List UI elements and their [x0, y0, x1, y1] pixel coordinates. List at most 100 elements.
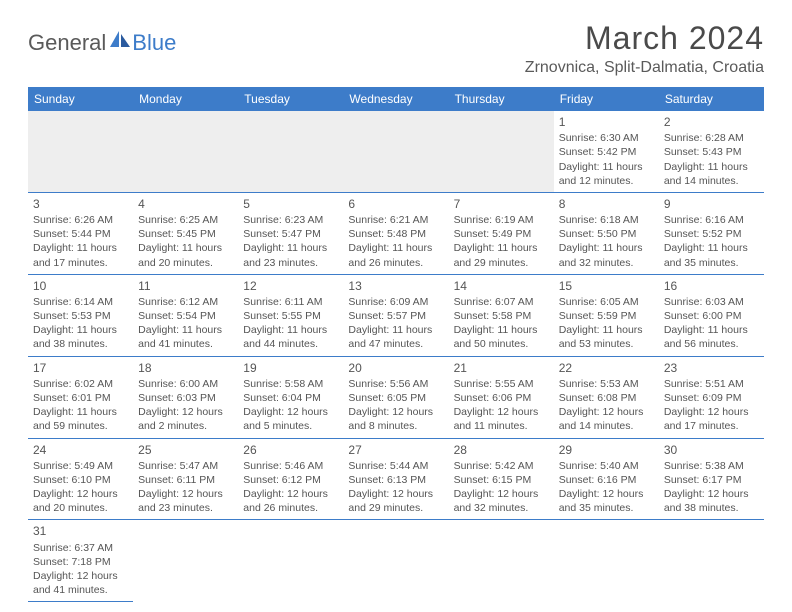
sunset-text: Sunset: 6:16 PM: [559, 473, 654, 487]
calendar-cell: 3Sunrise: 6:26 AMSunset: 5:44 PMDaylight…: [28, 192, 133, 274]
sunrise-text: Sunrise: 6:21 AM: [348, 213, 443, 227]
day-number: 19: [243, 360, 338, 376]
day-number: 8: [559, 196, 654, 212]
daylight-text: Daylight: 12 hours and 2 minutes.: [138, 405, 233, 433]
sunset-text: Sunset: 5:50 PM: [559, 227, 654, 241]
title-block: March 2024 Zrnovnica, Split-Dalmatia, Cr…: [525, 20, 764, 77]
daylight-text: Daylight: 12 hours and 26 minutes.: [243, 487, 338, 515]
calendar-cell: 14Sunrise: 6:07 AMSunset: 5:58 PMDayligh…: [449, 274, 554, 356]
sunrise-text: Sunrise: 6:37 AM: [33, 541, 128, 555]
calendar-cell: 17Sunrise: 6:02 AMSunset: 6:01 PMDayligh…: [28, 356, 133, 438]
sunset-text: Sunset: 6:05 PM: [348, 391, 443, 405]
calendar-row: 10Sunrise: 6:14 AMSunset: 5:53 PM Dayligh…: [28, 274, 764, 356]
day-number: 23: [664, 360, 759, 376]
sunset-text: Sunset: 6:01 PM: [33, 391, 128, 405]
calendar-cell: 7Sunrise: 6:19 AMSunset: 5:49 PMDaylight…: [449, 192, 554, 274]
sunset-text: Sunset: 6:08 PM: [559, 391, 654, 405]
sunset-text: Sunset: 5:53 PM: [33, 309, 128, 323]
sunset-text: Sunset: 5:54 PM: [138, 309, 233, 323]
sunset-text: Sunset: 6:06 PM: [454, 391, 549, 405]
calendar-cell: 26Sunrise: 5:46 AMSunset: 6:12 PMDayligh…: [238, 438, 343, 520]
day-number: 10: [33, 278, 128, 294]
daylight-text: Daylight: 11 hours and 26 minutes.: [348, 241, 443, 269]
day-number: 20: [348, 360, 443, 376]
day-number: 30: [664, 442, 759, 458]
sunset-text: Sunset: 5:47 PM: [243, 227, 338, 241]
sunrise-text: Sunrise: 6:05 AM: [559, 295, 654, 309]
calendar-cell: 13Sunrise: 6:09 AMSunset: 5:57 PMDayligh…: [343, 274, 448, 356]
logo: General Blue: [28, 20, 176, 56]
calendar-row: 3Sunrise: 6:26 AMSunset: 5:44 PMDaylight…: [28, 192, 764, 274]
calendar-cell-empty: [238, 520, 343, 602]
sunrise-text: Sunrise: 6:12 AM: [138, 295, 233, 309]
sunset-text: Sunset: 6:04 PM: [243, 391, 338, 405]
daylight-text: Daylight: 12 hours and 11 minutes.: [454, 405, 549, 433]
sunset-text: Sunset: 5:52 PM: [664, 227, 759, 241]
weekday-header: Friday: [554, 87, 659, 111]
calendar-cell: 28Sunrise: 5:42 AMSunset: 6:15 PMDayligh…: [449, 438, 554, 520]
sunrise-text: Sunrise: 6:16 AM: [664, 213, 759, 227]
weekday-header-row: SundayMondayTuesdayWednesdayThursdayFrid…: [28, 87, 764, 111]
weekday-header: Tuesday: [238, 87, 343, 111]
sunrise-text: Sunrise: 6:02 AM: [33, 377, 128, 391]
day-number: 26: [243, 442, 338, 458]
daylight-text: Daylight: 11 hours and 44 minutes.: [243, 323, 338, 351]
calendar-cell-empty: [343, 111, 448, 192]
sunrise-text: Sunrise: 5:47 AM: [138, 459, 233, 473]
calendar-cell: 1Sunrise: 6:30 AMSunset: 5:42 PMDaylight…: [554, 111, 659, 192]
day-number: 16: [664, 278, 759, 294]
daylight-text: Daylight: 11 hours and 32 minutes.: [559, 241, 654, 269]
daylight-text: Daylight: 11 hours and 23 minutes.: [243, 241, 338, 269]
sunset-text: Sunset: 6:12 PM: [243, 473, 338, 487]
logo-text-blue: Blue: [132, 30, 176, 56]
day-number: 24: [33, 442, 128, 458]
calendar-cell: 23Sunrise: 5:51 AMSunset: 6:09 PMDayligh…: [659, 356, 764, 438]
weekday-header: Saturday: [659, 87, 764, 111]
day-number: 18: [138, 360, 233, 376]
sunset-text: Sunset: 5:57 PM: [348, 309, 443, 323]
sunrise-text: Sunrise: 5:46 AM: [243, 459, 338, 473]
calendar-cell: 30Sunrise: 5:38 AMSunset: 6:17 PMDayligh…: [659, 438, 764, 520]
calendar-cell: 6Sunrise: 6:21 AMSunset: 5:48 PMDaylight…: [343, 192, 448, 274]
day-number: 11: [138, 278, 233, 294]
sunset-text: Sunset: 6:00 PM: [664, 309, 759, 323]
sail-icon: [110, 31, 130, 47]
sunrise-text: Sunrise: 6:25 AM: [138, 213, 233, 227]
logo-text-general: General: [28, 30, 106, 56]
sunrise-text: Sunrise: 6:28 AM: [664, 131, 759, 145]
calendar-cell: 29Sunrise: 5:40 AMSunset: 6:16 PMDayligh…: [554, 438, 659, 520]
weekday-header: Thursday: [449, 87, 554, 111]
calendar-cell: 15Sunrise: 6:05 AMSunset: 5:59 PMDayligh…: [554, 274, 659, 356]
sunrise-text: Sunrise: 6:14 AM: [33, 295, 128, 309]
calendar: SundayMondayTuesdayWednesdayThursdayFrid…: [28, 87, 764, 602]
sunset-text: Sunset: 6:10 PM: [33, 473, 128, 487]
daylight-text: Daylight: 11 hours and 41 minutes.: [138, 323, 233, 351]
sunrise-text: Sunrise: 6:18 AM: [559, 213, 654, 227]
calendar-cell: 21Sunrise: 5:55 AMSunset: 6:06 PMDayligh…: [449, 356, 554, 438]
calendar-cell: 12Sunrise: 6:11 AMSunset: 5:55 PMDayligh…: [238, 274, 343, 356]
calendar-cell-empty: [238, 111, 343, 192]
day-number: 13: [348, 278, 443, 294]
weekday-header: Monday: [133, 87, 238, 111]
calendar-cell-empty: [449, 111, 554, 192]
sunset-text: Sunset: 5:58 PM: [454, 309, 549, 323]
sunrise-text: Sunrise: 5:49 AM: [33, 459, 128, 473]
location: Zrnovnica, Split-Dalmatia, Croatia: [525, 59, 764, 77]
sunset-text: Sunset: 5:43 PM: [664, 145, 759, 159]
sunrise-text: Sunrise: 5:44 AM: [348, 459, 443, 473]
daylight-text: Daylight: 12 hours and 41 minutes.: [33, 569, 128, 597]
day-number: 7: [454, 196, 549, 212]
daylight-text: Daylight: 12 hours and 14 minutes.: [559, 405, 654, 433]
day-number: 6: [348, 196, 443, 212]
sunset-text: Sunset: 6:17 PM: [664, 473, 759, 487]
day-number: 29: [559, 442, 654, 458]
calendar-cell-empty: [133, 520, 238, 602]
sunset-text: Sunset: 6:09 PM: [664, 391, 759, 405]
sunrise-text: Sunrise: 6:00 AM: [138, 377, 233, 391]
sunrise-text: Sunrise: 6:23 AM: [243, 213, 338, 227]
sunset-text: Sunset: 6:15 PM: [454, 473, 549, 487]
sunset-text: Sunset: 5:45 PM: [138, 227, 233, 241]
day-number: 14: [454, 278, 549, 294]
sunrise-text: Sunrise: 5:56 AM: [348, 377, 443, 391]
day-number: 12: [243, 278, 338, 294]
